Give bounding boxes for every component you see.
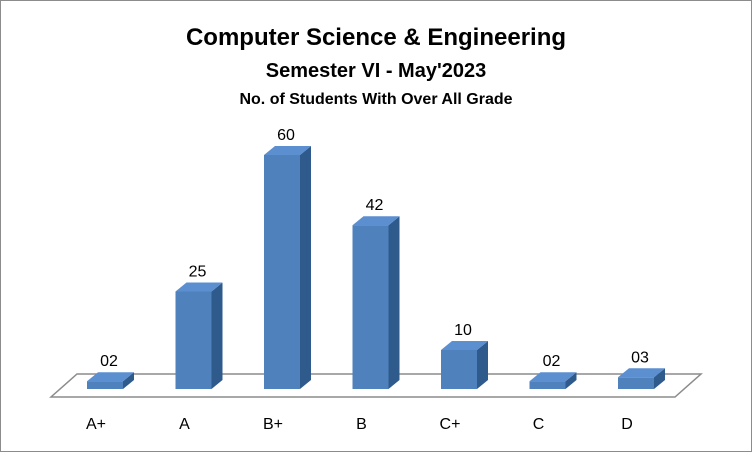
bar-side (654, 368, 665, 389)
data-label: 03 (631, 349, 649, 366)
chart-title: Computer Science & Engineering (186, 24, 566, 51)
bar-front (529, 381, 566, 389)
bar-top (352, 216, 400, 226)
bar-front (618, 377, 654, 389)
x-tick-label: C (533, 416, 545, 433)
bar-front (264, 155, 300, 389)
bar-side (123, 372, 134, 389)
bar-side (477, 341, 488, 389)
bars-group: 02 A+ 25 A 60 B+ 42 B 10 C+ 02 C 03 D (86, 127, 665, 433)
data-label: 02 (543, 353, 561, 370)
bar-B: 42 B (352, 197, 400, 433)
bar-side (300, 146, 311, 389)
bar-A+: 02 A+ (86, 353, 134, 433)
bar-B+: 60 B+ (263, 127, 311, 433)
bar-side (211, 282, 223, 389)
x-tick-label: D (621, 416, 633, 433)
data-label: 60 (277, 127, 295, 144)
bar-top (441, 341, 488, 350)
bar-top (175, 282, 223, 292)
bar-C+: 10 C+ (440, 322, 488, 433)
x-tick-label: B (356, 416, 367, 433)
x-tick-label: B+ (263, 416, 283, 433)
bar-front (441, 350, 477, 389)
data-label: 02 (100, 353, 118, 370)
bar-front (175, 291, 212, 389)
chart-floor (49, 373, 703, 398)
bar-top (618, 368, 665, 378)
bar-D: 03 D (618, 349, 665, 433)
x-tick-label: A+ (86, 416, 106, 433)
bar-top (529, 372, 577, 382)
bar-front (352, 225, 389, 389)
bar-top (87, 372, 134, 382)
x-tick-label: C+ (440, 416, 461, 433)
chart-subtitle-2: No. of Students With Over All Grade (239, 91, 512, 108)
bar-top (264, 146, 311, 155)
bar-front (87, 381, 123, 389)
data-label: 25 (189, 264, 207, 281)
bar-side (388, 216, 400, 389)
bar-side (565, 372, 577, 389)
bar-A: 25 A (175, 264, 223, 433)
x-tick-label: A (179, 416, 190, 433)
data-label: 42 (366, 197, 384, 214)
data-label: 10 (454, 322, 472, 339)
bar-C: 02 C (529, 353, 577, 433)
chart-subtitle: Semester VI - May'2023 (266, 60, 486, 82)
